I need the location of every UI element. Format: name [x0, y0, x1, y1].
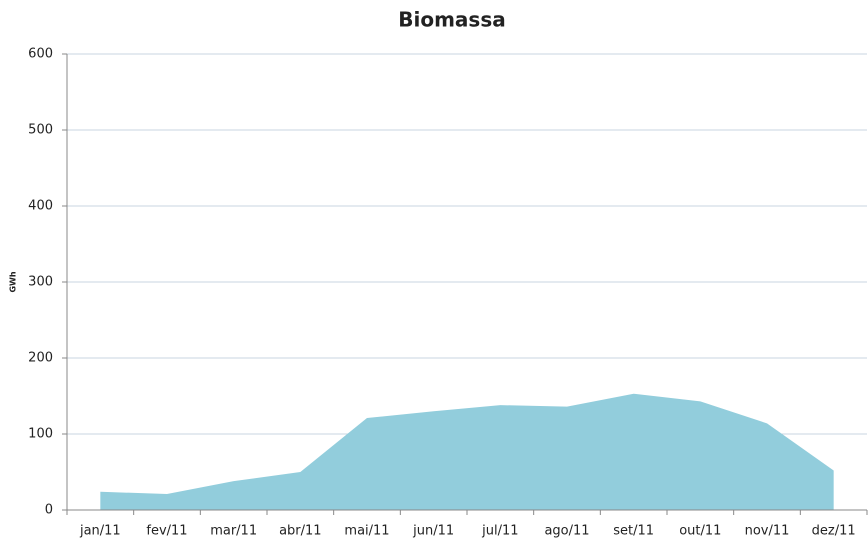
- x-tick-label: jun/11: [412, 524, 454, 539]
- x-tick-label: set/11: [613, 524, 654, 539]
- y-tick-label: 0: [45, 503, 53, 518]
- x-tick-label: dez/11: [812, 524, 856, 539]
- x-tick-label: ago/11: [544, 524, 589, 539]
- x-tick-label: jan/11: [79, 524, 121, 539]
- x-tick-label: mar/11: [210, 524, 257, 539]
- y-tick-label: 400: [28, 199, 53, 214]
- x-tick-label: out/11: [679, 524, 721, 539]
- y-axis-label: GWh: [9, 271, 18, 292]
- y-tick-label: 300: [28, 275, 53, 290]
- x-tick-label: nov/11: [745, 524, 790, 539]
- y-tick-label: 600: [28, 47, 53, 62]
- x-tick-label: jul/11: [481, 524, 518, 539]
- chart-title: Biomassa: [398, 8, 505, 32]
- y-tick-label: 100: [28, 427, 53, 442]
- x-tick-label: mai/11: [344, 524, 389, 539]
- y-tick-label: 200: [28, 351, 53, 366]
- area: [100, 393, 834, 510]
- x-tick-label: fev/11: [146, 524, 187, 539]
- x-tick-label: abr/11: [279, 524, 322, 539]
- y-tick-label: 500: [28, 123, 53, 138]
